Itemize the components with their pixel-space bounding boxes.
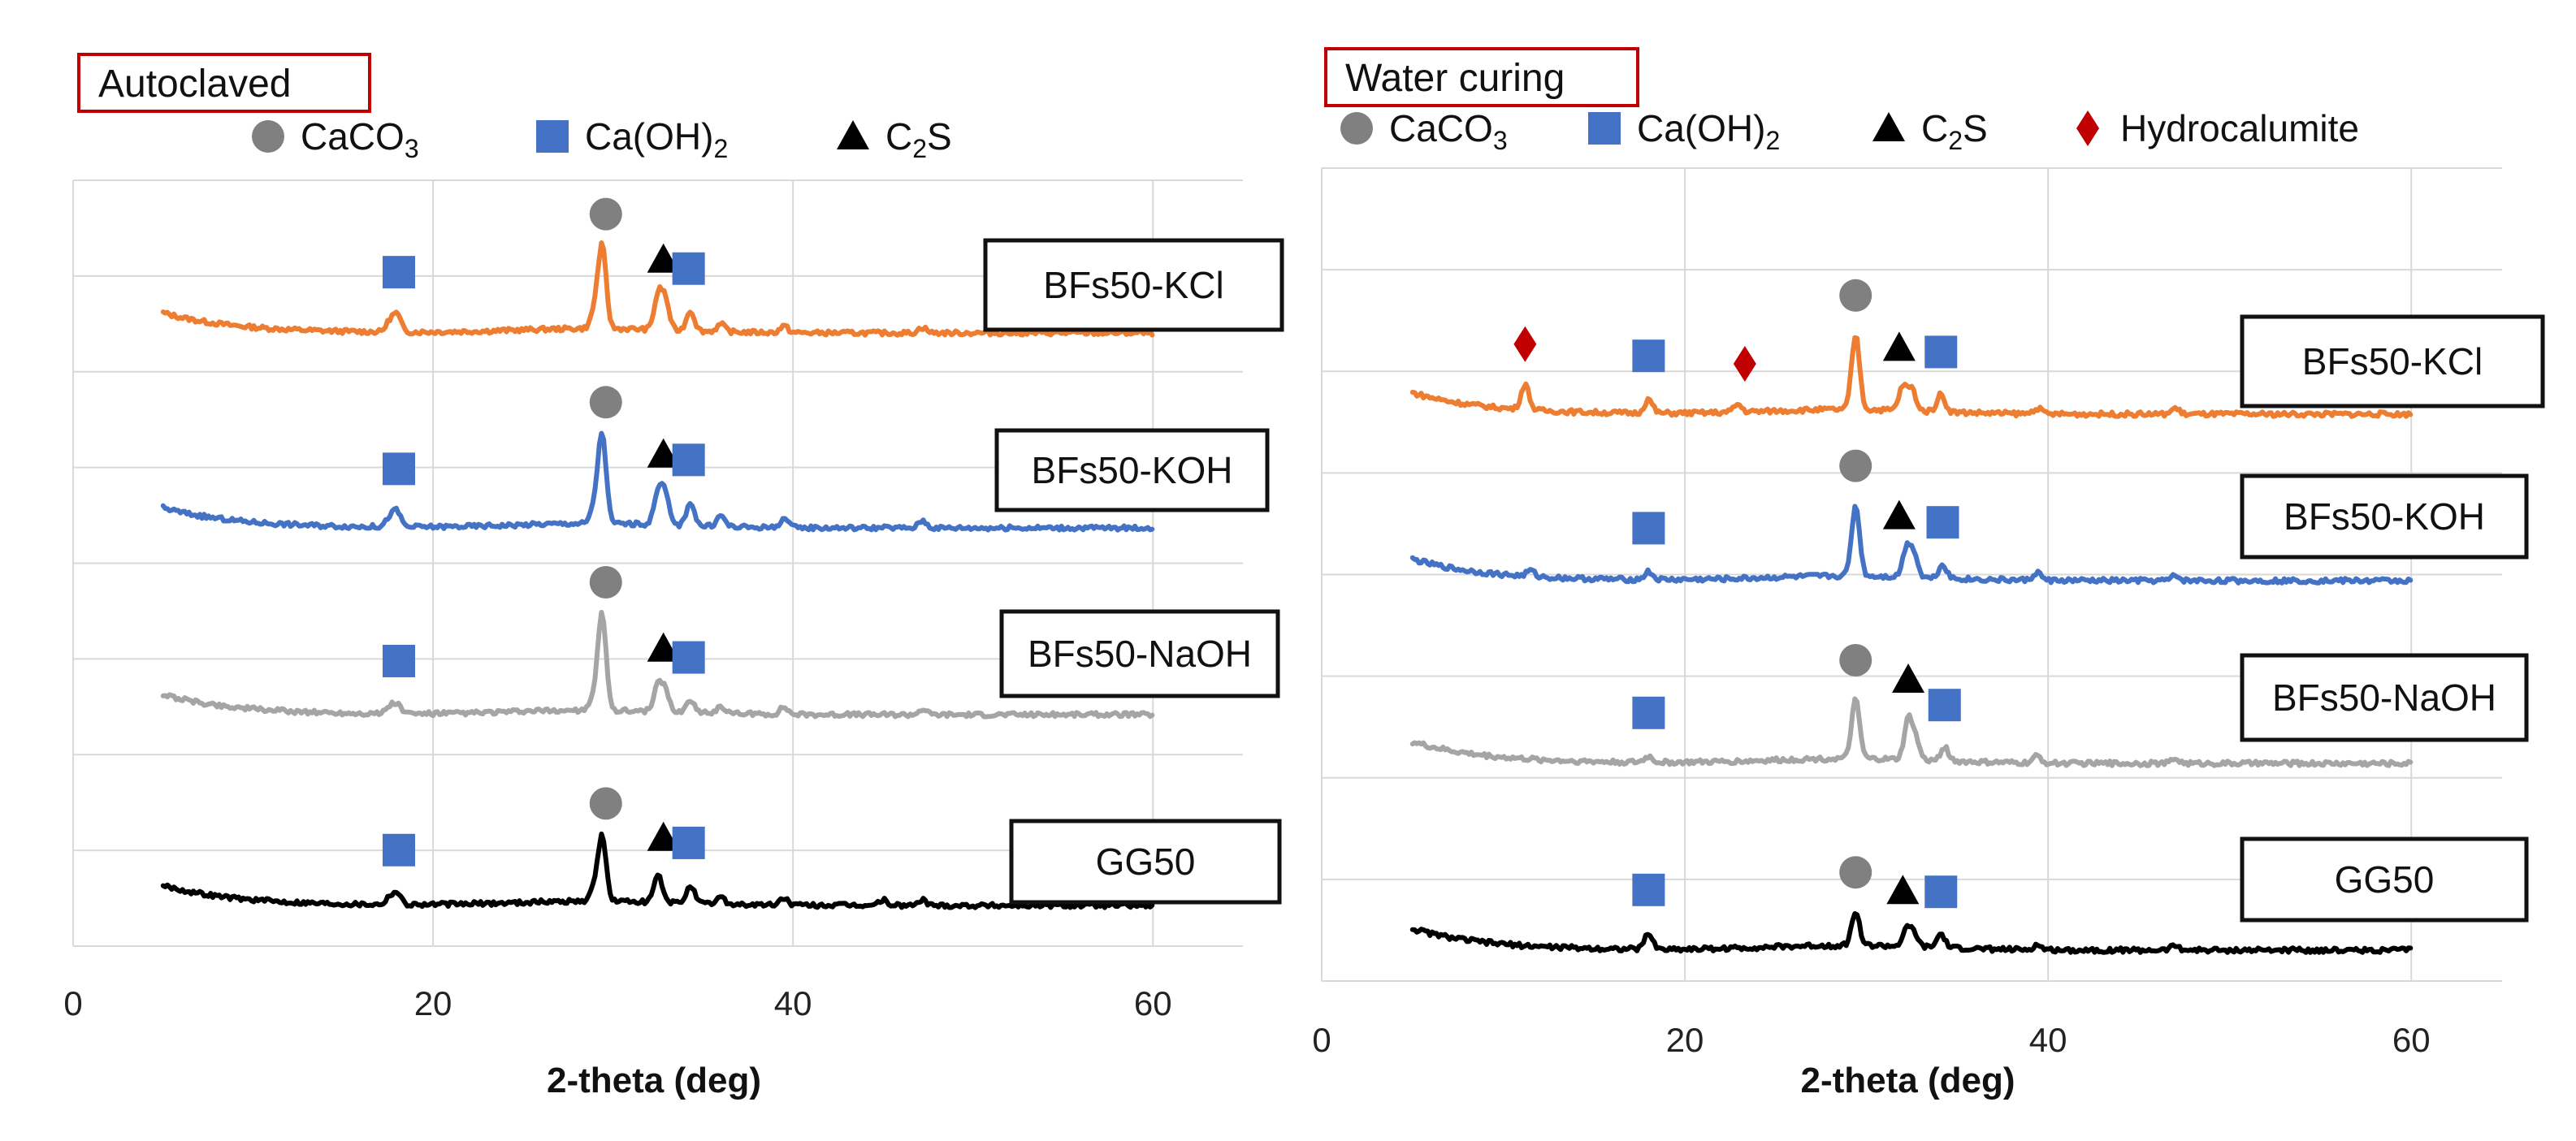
circle-marker	[1839, 279, 1872, 312]
square-marker	[382, 644, 415, 677]
sample-label: BFs50-KCl	[2302, 340, 2483, 382]
series-gg50: GG50	[160, 787, 1282, 910]
legend-caco3-marker	[1340, 112, 1373, 145]
series-gg50: GG50	[1409, 836, 2529, 955]
series-bfs50-kcl: BFs50-KCl	[1409, 279, 2545, 419]
square-marker	[1924, 875, 1958, 909]
panel-water-curing: 0 20 40 60 2-theta (deg) Water curing CaCO3 Ca(…	[1312, 47, 2545, 1100]
square-marker	[1926, 506, 1959, 539]
sample-label-box	[2240, 653, 2529, 742]
sample-label: GG50	[2335, 858, 2435, 901]
sample-label: BFs50-KOH	[2284, 495, 2485, 538]
square-marker	[672, 443, 705, 477]
triangle-marker	[1886, 875, 1920, 905]
circle-marker	[589, 197, 622, 231]
x-tick-label: 0	[1312, 1021, 1331, 1059]
square-marker	[672, 826, 705, 859]
legend-ca-oh-2-marker	[1588, 112, 1621, 145]
legend: CaCO3 Ca(OH)2 C2S	[252, 115, 952, 163]
diamond-marker	[1513, 326, 1537, 362]
triangle-marker	[647, 821, 680, 851]
legend: CaCO3 Ca(OH)2 C2S Hydrocalumite	[1340, 107, 2359, 155]
sample-label: BFs50-NaOH	[1028, 633, 1252, 675]
legend-ca-oh-2-marker	[536, 120, 569, 153]
square-marker	[672, 252, 705, 285]
triangle-marker	[647, 632, 680, 662]
square-marker	[1924, 335, 1958, 369]
legend-caco3: CaCO3	[301, 115, 419, 163]
panel-title-box	[1324, 47, 1639, 107]
trace-gg50	[1409, 911, 2414, 955]
square-marker	[1928, 689, 1961, 722]
circle-marker	[1839, 856, 1872, 889]
square-marker	[1632, 339, 1665, 373]
circle-marker	[589, 787, 622, 820]
legend-c2s: C2S	[1921, 107, 1988, 155]
series-bfs50-koh: BFs50-KOH	[1409, 449, 2529, 586]
trace-bfs50-naoh	[1409, 696, 2414, 768]
trace-bfs50-kcl	[1409, 335, 2414, 419]
sample-label-box	[2240, 836, 2529, 923]
sample-label-box	[983, 238, 1284, 332]
trace-bfs50-naoh	[160, 610, 1155, 720]
series-bfs50-naoh: BFs50-NaOH	[1409, 644, 2529, 768]
sample-label: BFs50-NaOH	[2272, 676, 2496, 719]
triangle-marker	[647, 438, 680, 468]
sample-label: GG50	[1096, 841, 1196, 883]
sample-label-box	[2240, 314, 2545, 408]
trace-bfs50-koh	[1409, 504, 2414, 586]
trace-gg50	[160, 831, 1155, 910]
square-marker	[382, 256, 415, 289]
sample-label-box	[2240, 473, 2529, 560]
sample-label-box	[994, 428, 1270, 512]
triangle-marker	[1882, 499, 1916, 529]
legend-hydrocalumite-marker	[2076, 110, 2099, 146]
sample-label: BFs50-KCl	[1043, 264, 1223, 306]
x-tick-label: 20	[414, 984, 452, 1022]
panel-title-box	[77, 53, 371, 113]
sample-label: BFs50-KOH	[1032, 449, 1233, 491]
sample-label-box	[999, 609, 1280, 698]
triangle-marker	[1882, 331, 1916, 361]
x-tick-label: 20	[1666, 1021, 1704, 1059]
diamond-marker	[1733, 346, 1756, 382]
legend-ca-oh-2: Ca(OH)2	[585, 115, 728, 163]
circle-marker	[589, 386, 622, 419]
square-marker	[382, 452, 415, 486]
legend-c2s-marker	[837, 120, 869, 149]
triangle-marker	[1892, 663, 1925, 693]
square-marker	[1632, 512, 1665, 545]
x-tick-label: 40	[774, 984, 812, 1022]
circle-marker	[1839, 644, 1872, 676]
sample-label-box	[1009, 819, 1282, 905]
trace-bfs50-koh	[160, 430, 1155, 533]
x-tick-label: 60	[1134, 984, 1172, 1022]
square-marker	[672, 641, 705, 674]
square-marker	[382, 833, 415, 867]
x-tick-label: 40	[2029, 1021, 2067, 1059]
x-tick-label: 60	[2392, 1021, 2431, 1059]
legend-caco3-marker	[252, 120, 284, 153]
legend-caco3: CaCO3	[1389, 107, 1508, 155]
series-bfs50-naoh: BFs50-NaOH	[160, 565, 1280, 720]
series-bfs50-kcl: BFs50-KCl	[160, 197, 1284, 338]
legend-c2s-marker	[1872, 112, 1905, 141]
legend-hydrocalumite: Hydrocalumite	[2120, 107, 2359, 149]
panel-title: Water curing	[1345, 57, 1565, 100]
legend-ca-oh-2: Ca(OH)2	[1637, 107, 1780, 155]
square-marker	[1632, 696, 1665, 729]
legend-c2s: C2S	[885, 115, 952, 163]
panel-title: Autoclaved	[98, 63, 292, 106]
circle-marker	[589, 565, 622, 599]
x-tick-label: 0	[63, 984, 82, 1022]
circle-marker	[1839, 449, 1872, 482]
series-bfs50-koh: BFs50-KOH	[160, 386, 1270, 533]
triangle-marker	[647, 243, 680, 273]
x-axis-label: 2-theta (deg)	[547, 1061, 761, 1100]
x-axis-label: 2-theta (deg)	[1801, 1061, 2015, 1100]
square-marker	[1632, 873, 1665, 906]
